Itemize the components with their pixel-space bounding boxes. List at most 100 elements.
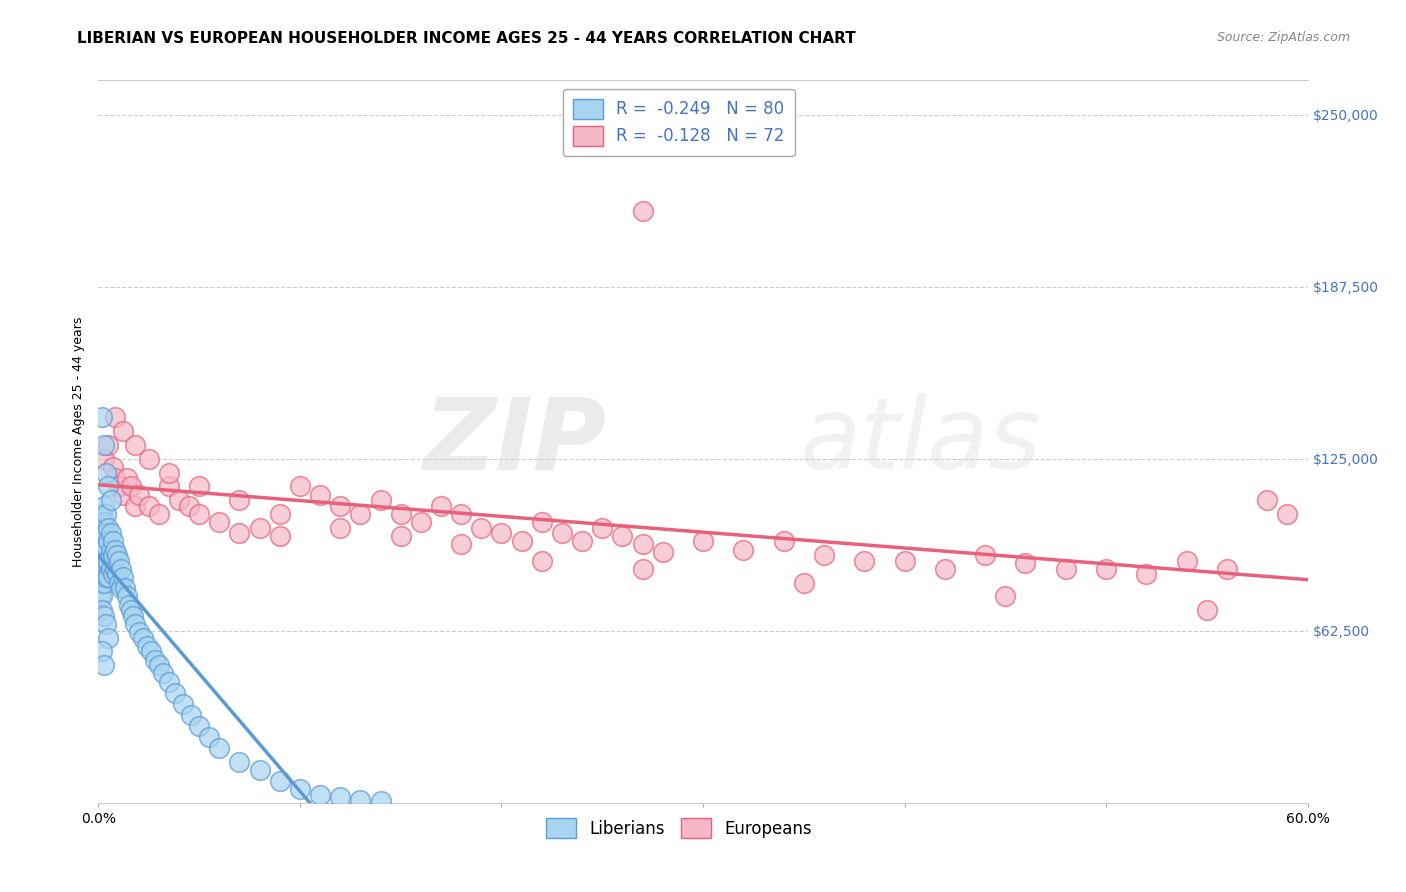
Point — [349, 793, 371, 807]
Point — [167, 493, 190, 508]
Point — [1256, 493, 1278, 508]
Point — [793, 575, 815, 590]
Point — [188, 479, 211, 493]
Point — [111, 424, 134, 438]
Point — [228, 526, 250, 541]
Point — [1095, 562, 1118, 576]
Point — [530, 515, 553, 529]
Point — [143, 653, 166, 667]
Point — [510, 534, 533, 549]
Point — [198, 730, 221, 744]
Point — [450, 537, 472, 551]
Point — [89, 570, 111, 584]
Point — [450, 507, 472, 521]
Point — [157, 479, 180, 493]
Point — [1135, 567, 1157, 582]
Y-axis label: Householder Income Ages 25 - 44 years: Householder Income Ages 25 - 44 years — [72, 317, 86, 566]
Point — [120, 603, 142, 617]
Point — [91, 644, 114, 658]
Point — [103, 471, 125, 485]
Point — [591, 520, 613, 534]
Point — [389, 507, 412, 521]
Point — [139, 644, 162, 658]
Point — [91, 507, 114, 521]
Point — [91, 520, 114, 534]
Point — [128, 487, 150, 501]
Point — [269, 773, 291, 788]
Point — [97, 479, 120, 493]
Point — [89, 590, 111, 604]
Point — [612, 529, 634, 543]
Point — [813, 548, 835, 562]
Point — [470, 520, 492, 534]
Point — [93, 515, 115, 529]
Point — [103, 562, 125, 576]
Point — [208, 740, 231, 755]
Point — [96, 526, 118, 541]
Text: atlas: atlas — [800, 393, 1042, 490]
Point — [329, 520, 352, 534]
Point — [152, 666, 174, 681]
Point — [93, 608, 115, 623]
Point — [934, 562, 956, 576]
Point — [100, 526, 122, 541]
Point — [110, 581, 132, 595]
Point — [96, 553, 118, 567]
Point — [288, 782, 311, 797]
Point — [530, 553, 553, 567]
Point — [124, 616, 146, 631]
Legend: Liberians, Europeans: Liberians, Europeans — [538, 812, 818, 845]
Point — [1216, 562, 1239, 576]
Point — [103, 542, 125, 557]
Point — [97, 570, 120, 584]
Point — [91, 534, 114, 549]
Point — [409, 515, 432, 529]
Point — [114, 581, 136, 595]
Point — [89, 553, 111, 567]
Point — [163, 686, 186, 700]
Point — [111, 570, 134, 584]
Point — [157, 674, 180, 689]
Point — [105, 567, 128, 582]
Point — [228, 493, 250, 508]
Point — [118, 598, 141, 612]
Point — [132, 631, 155, 645]
Point — [138, 451, 160, 466]
Point — [100, 493, 122, 508]
Text: LIBERIAN VS EUROPEAN HOUSEHOLDER INCOME AGES 25 - 44 YEARS CORRELATION CHART: LIBERIAN VS EUROPEAN HOUSEHOLDER INCOME … — [77, 31, 856, 46]
Point — [179, 499, 201, 513]
Point — [107, 479, 129, 493]
Point — [91, 590, 114, 604]
Point — [111, 487, 134, 501]
Point — [96, 540, 118, 554]
Point — [269, 507, 291, 521]
Point — [180, 707, 202, 722]
Point — [692, 534, 714, 549]
Point — [97, 631, 120, 645]
Point — [101, 460, 124, 475]
Point — [97, 520, 120, 534]
Point — [430, 499, 453, 513]
Point — [188, 719, 211, 733]
Point — [288, 479, 311, 493]
Point — [91, 562, 114, 576]
Point — [269, 529, 291, 543]
Point — [329, 790, 352, 805]
Point — [329, 499, 352, 513]
Point — [93, 499, 115, 513]
Point — [1277, 507, 1299, 521]
Point — [651, 545, 673, 559]
Point — [103, 410, 125, 425]
Point — [91, 548, 114, 562]
Point — [96, 466, 118, 480]
Point — [101, 548, 124, 562]
Point — [631, 204, 654, 219]
Point — [93, 451, 115, 466]
Point — [1175, 553, 1198, 567]
Point — [91, 410, 114, 425]
Point — [733, 542, 755, 557]
Point — [893, 553, 915, 567]
Point — [772, 534, 794, 549]
Point — [115, 471, 138, 485]
Point — [121, 608, 143, 623]
